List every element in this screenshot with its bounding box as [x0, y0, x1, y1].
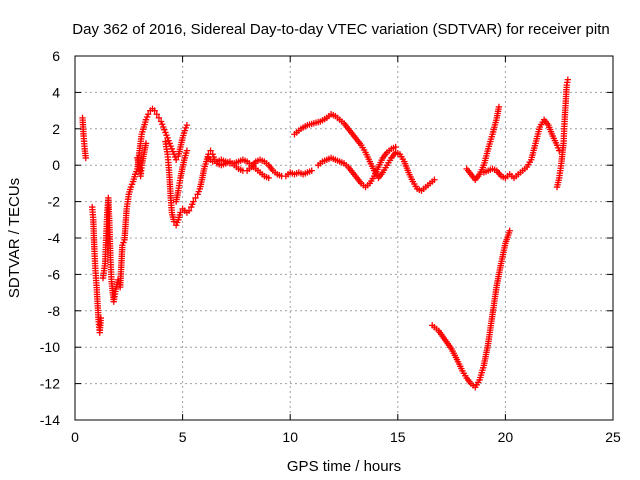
y-tick-label: 2 [52, 121, 60, 137]
x-tick-label: 15 [390, 429, 406, 445]
series-seg-i [314, 143, 399, 191]
data-point [170, 218, 178, 225]
y-tick-label: -14 [40, 412, 60, 428]
y-axis-label: SDTVAR / TECUs [6, 178, 23, 298]
y-tick-label: 4 [52, 84, 60, 100]
x-tick-label: 20 [498, 429, 514, 445]
y-tick-label: -8 [48, 303, 61, 319]
data-point [392, 143, 399, 151]
y-tick-label: -12 [40, 376, 60, 392]
series-seg-a [79, 114, 89, 162]
series-seg-c [99, 105, 191, 305]
data-point [185, 207, 193, 214]
data-point [564, 76, 572, 83]
chart-title: Day 362 of 2016, Sidereal Day-to-day VTE… [72, 21, 609, 38]
data-point [172, 156, 180, 163]
data-point [177, 209, 184, 216]
x-tick-label: 0 [71, 429, 79, 445]
data-point [82, 154, 89, 162]
series-seg-e [162, 138, 315, 229]
data-point [265, 174, 272, 182]
y-tick-label: -6 [48, 266, 61, 282]
data-point [183, 121, 191, 129]
data-point [142, 140, 150, 147]
series-seg-j [429, 227, 513, 391]
grid-lines [75, 56, 613, 420]
y-tick-label: 6 [52, 48, 60, 64]
y-tick-label: -10 [40, 339, 60, 355]
x-tick-label: 25 [605, 429, 621, 445]
axis-ticks: 0 5 10 15 20 25 -14 -12 -10 -8 -6 -4 -2 0 2 4 6 [40, 48, 621, 445]
series-seg-k [463, 103, 503, 183]
data-marks [79, 76, 572, 391]
data-point [495, 103, 503, 111]
series-seg-f [172, 147, 191, 205]
data-point [151, 107, 158, 114]
data-point [192, 194, 199, 202]
data-point [308, 167, 315, 174]
series-seg-l [480, 116, 563, 182]
data-point [153, 111, 160, 118]
x-axis-label: GPS time / hours [287, 458, 401, 475]
y-tick-label: 0 [52, 157, 60, 173]
series-seg-h [291, 111, 438, 194]
data-point [97, 314, 105, 322]
data-point [190, 198, 197, 205]
series-seg-g [205, 154, 272, 182]
data-point [155, 114, 163, 122]
data-point [183, 147, 191, 154]
y-tick-label: -2 [48, 194, 61, 210]
data-point [144, 111, 152, 118]
series-seg-m [553, 76, 572, 191]
y-tick-label: -4 [48, 230, 61, 246]
series-seg-d [134, 140, 150, 180]
x-tick-label: 5 [179, 429, 187, 445]
series-seg-b [89, 203, 105, 336]
data-point [207, 147, 214, 154]
data-point [506, 227, 513, 234]
x-tick-label: 10 [282, 429, 298, 445]
data-point [431, 176, 438, 183]
